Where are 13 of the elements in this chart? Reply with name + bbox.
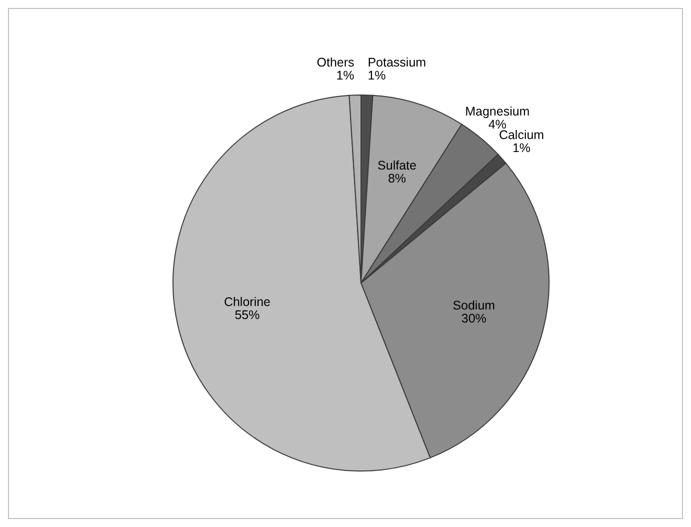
data-label: 30%: [461, 311, 486, 326]
data-label: 1%: [336, 68, 354, 83]
slice-label: Potassium: [368, 56, 426, 70]
data-label: 1%: [368, 68, 386, 83]
slice-label: Sodium: [452, 298, 496, 312]
data-label: 8%: [388, 172, 406, 186]
slice-label: Magnesium: [465, 104, 530, 119]
data-label: 1%: [512, 140, 531, 155]
slice-label: Sulfate: [378, 158, 417, 173]
slice-label: Calcium: [498, 128, 544, 142]
slice-label: Others: [316, 56, 354, 70]
slice-label: Chlorine: [224, 294, 271, 309]
data-label: 55%: [234, 308, 260, 322]
